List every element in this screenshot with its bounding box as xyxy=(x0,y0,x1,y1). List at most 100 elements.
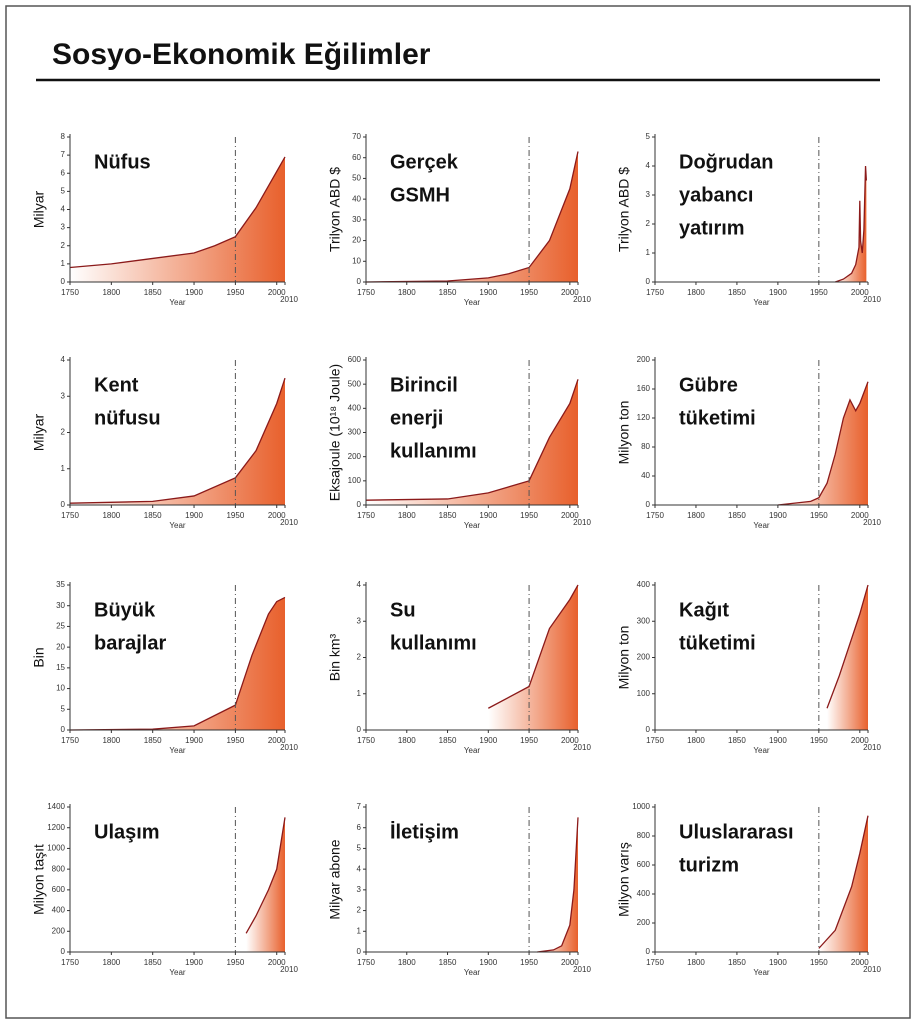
y-axis-label: Milyon varış xyxy=(616,842,632,917)
y-tick-label: 60 xyxy=(352,153,361,162)
area xyxy=(246,817,285,952)
y-tick-label: 10 xyxy=(56,684,65,693)
panel-title: kullanımı xyxy=(390,632,477,654)
x-tick-label: 1800 xyxy=(102,511,120,520)
y-tick-label: 4 xyxy=(357,864,362,873)
x-tick-label: 1850 xyxy=(728,958,746,967)
x-tick-label: 1950 xyxy=(810,958,828,967)
y-tick-label: 200 xyxy=(637,918,651,927)
x-axis-label: Year xyxy=(464,298,481,307)
x-tick-label: 1850 xyxy=(728,288,746,297)
y-tick-label: 30 xyxy=(56,601,65,610)
line xyxy=(818,815,869,949)
x-tick-label: 1850 xyxy=(144,511,162,520)
y-axis-label: Milyar abone xyxy=(327,839,343,919)
panel-title: yabancı xyxy=(679,184,753,206)
x-axis-label: Year xyxy=(464,968,481,977)
line xyxy=(69,156,286,269)
y-axis-label: Milyon ton xyxy=(616,401,632,465)
y-tick-label: 100 xyxy=(637,689,651,698)
y-tick-label: 0 xyxy=(61,947,66,956)
y-tick-label: 10 xyxy=(352,256,361,265)
y-tick-label: 200 xyxy=(637,653,651,662)
x-axis-label: Year xyxy=(169,968,186,977)
panel-title: Nüfus xyxy=(94,151,151,173)
y-axis-label: Milyar xyxy=(31,191,47,229)
y-axis-label: Bin xyxy=(31,647,47,667)
panel-title: Uluslararası xyxy=(679,821,794,843)
x-axis-label: Year xyxy=(753,746,770,755)
y-tick-label: 0 xyxy=(357,500,362,509)
y-tick-label: 7 xyxy=(357,802,362,811)
y-tick-label: 4 xyxy=(646,161,651,170)
y-tick-label: 1 xyxy=(357,689,362,698)
area xyxy=(835,166,867,282)
x-tick-label: 2000 xyxy=(851,511,869,520)
y-tick-label: 100 xyxy=(348,476,362,485)
y-tick-label: 0 xyxy=(357,725,362,734)
x-tick-label: 2010 xyxy=(863,743,881,752)
x-tick-label: 1900 xyxy=(479,288,497,297)
y-tick-label: 3 xyxy=(61,391,66,400)
y-tick-label: 1200 xyxy=(47,823,65,832)
panel: 0 10 20 30 40 50 60 70 1750 1800 1850 1900 1950 20002… xyxy=(327,132,592,307)
x-tick-label: 1900 xyxy=(479,958,497,967)
x-tick-label: 1850 xyxy=(439,958,457,967)
x-tick-label: 2000 xyxy=(268,958,286,967)
area xyxy=(70,156,285,282)
y-tick-label: 20 xyxy=(56,642,65,651)
x-tick-label: 1900 xyxy=(769,958,787,967)
y-tick-label: 600 xyxy=(637,860,651,869)
y-tick-label: 3 xyxy=(357,885,362,894)
x-tick-label: 1850 xyxy=(728,511,746,520)
y-tick-label: 120 xyxy=(637,413,651,422)
panel-title: Kent xyxy=(94,374,139,396)
line xyxy=(69,596,286,731)
x-tick-label: 1850 xyxy=(144,736,162,745)
panel-title: Birincil xyxy=(390,374,458,396)
y-tick-label: 0 xyxy=(646,947,651,956)
y-axis-label: Bin km³ xyxy=(327,633,343,681)
y-tick-label: 300 xyxy=(348,428,362,437)
x-tick-label: 2000 xyxy=(561,958,579,967)
y-axis-label: Trilyon ABD $ xyxy=(327,167,343,252)
x-tick-label: 2010 xyxy=(573,295,591,304)
x-axis-label: Year xyxy=(169,746,186,755)
panel-title: enerji xyxy=(390,407,443,429)
x-tick-label: 1900 xyxy=(185,958,203,967)
panel-title: Gerçek xyxy=(390,151,459,173)
x-tick-label: 2000 xyxy=(851,288,869,297)
y-axis-label: Eksajoule (10¹⁸ Joule) xyxy=(327,364,343,501)
y-tick-label: 2 xyxy=(357,653,362,662)
y-tick-label: 2 xyxy=(61,241,66,250)
x-tick-label: 1950 xyxy=(810,288,828,297)
x-tick-label: 2000 xyxy=(268,288,286,297)
x-tick-label: 2000 xyxy=(561,288,579,297)
y-tick-label: 0 xyxy=(357,947,362,956)
y-tick-label: 5 xyxy=(357,844,362,853)
x-tick-label: 1800 xyxy=(687,958,705,967)
y-tick-label: 400 xyxy=(52,906,66,915)
y-tick-label: 40 xyxy=(352,194,361,203)
x-tick-label: 1750 xyxy=(61,288,79,297)
x-tick-label: 1750 xyxy=(646,958,664,967)
x-tick-label: 1950 xyxy=(810,511,828,520)
x-tick-label: 1900 xyxy=(479,736,497,745)
y-tick-label: 800 xyxy=(637,831,651,840)
x-tick-label: 2000 xyxy=(561,736,579,745)
y-tick-label: 4 xyxy=(61,205,66,214)
x-tick-label: 1850 xyxy=(439,511,457,520)
y-tick-label: 50 xyxy=(352,174,361,183)
x-axis-label: Year xyxy=(169,298,186,307)
x-tick-label: 1950 xyxy=(520,288,538,297)
x-tick-label: 1900 xyxy=(185,288,203,297)
x-tick-label: 1800 xyxy=(102,958,120,967)
y-tick-label: 80 xyxy=(641,442,650,451)
y-tick-label: 5 xyxy=(61,704,66,713)
x-tick-label: 1850 xyxy=(728,736,746,745)
x-tick-label: 1950 xyxy=(520,958,538,967)
x-tick-label: 1850 xyxy=(439,736,457,745)
x-tick-label: 2010 xyxy=(280,743,298,752)
